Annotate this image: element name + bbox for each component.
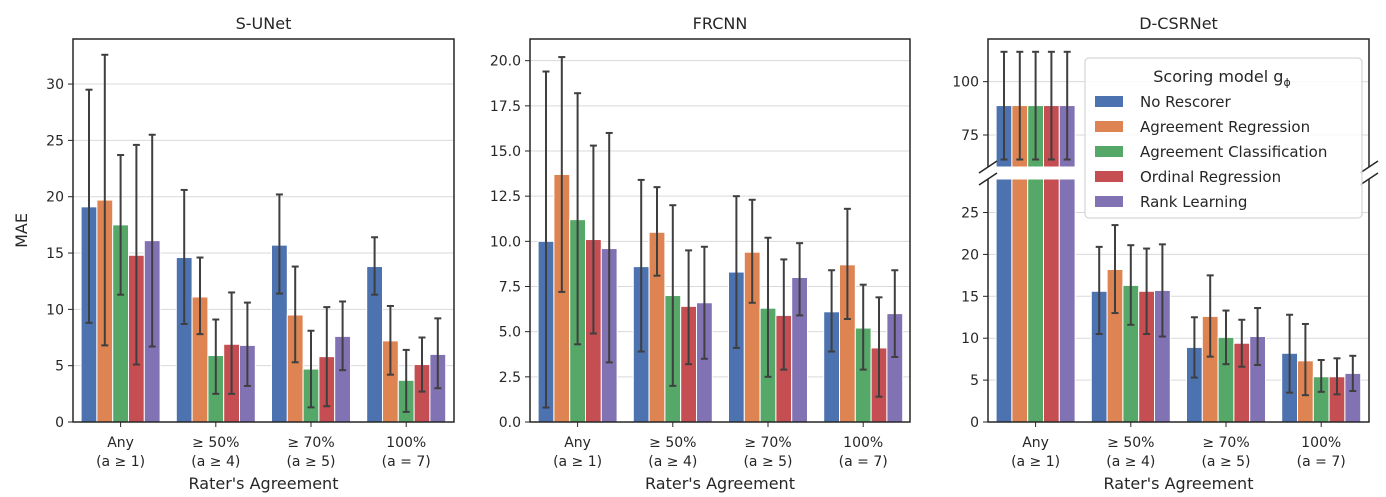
y-tick-label: 20 (46, 190, 64, 206)
x-tick-label: 100% (386, 435, 426, 451)
axes-layer (68, 38, 1379, 427)
y-tick-label: 5 (55, 359, 64, 375)
legend-label: No Rescorer (1140, 93, 1231, 111)
legend-label: Agreement Classification (1140, 143, 1327, 161)
x-tick-label: Any (564, 435, 591, 451)
y-tick-label: 0 (55, 415, 64, 431)
axes-frame (529, 38, 911, 423)
legend-items: No Rescorer Agreement Regression Agreement… (1095, 93, 1327, 211)
x-tick-sublabel: (a ≥ 4) (648, 454, 697, 470)
y-tick-label: 2.5 (499, 370, 521, 386)
y-tick-label: 15 (961, 289, 979, 305)
y-tick-label: 10.0 (490, 234, 521, 250)
y-tick-label: 75 (961, 128, 979, 144)
y-tick-label: 10 (46, 302, 64, 318)
x-tick-label: ≥ 70% (287, 435, 334, 451)
y-tick-label: 0.0 (499, 415, 521, 431)
y-tick-label: 15.0 (490, 144, 521, 160)
x-tick-label: Any (107, 435, 134, 451)
y-axis-label: MAE (12, 213, 31, 248)
bar (1027, 178, 1044, 423)
bar (1058, 178, 1076, 423)
y-tick-label: 25 (46, 133, 64, 149)
x-axis-label: Rater's Agreement (645, 474, 795, 493)
x-tick-label: 100% (843, 435, 883, 451)
x-tick-label: ≥ 70% (1202, 435, 1249, 451)
panel-title: FRCNN (693, 14, 748, 33)
legend-swatch (1095, 171, 1123, 182)
x-tick-sublabel: (a ≥ 5) (286, 454, 335, 470)
x-tick-label: ≥ 50% (192, 435, 239, 451)
x-tick-sublabel: (a ≥ 4) (1106, 454, 1155, 470)
legend-label: Rank Learning (1140, 193, 1247, 211)
y-tick-label: 5.0 (499, 325, 521, 341)
x-tick-label: ≥ 50% (649, 435, 696, 451)
legend-swatch (1095, 196, 1123, 207)
x-tick-sublabel: (a = 7) (1297, 454, 1346, 470)
y-tick-label: 5 (970, 373, 979, 389)
x-axis-label: Rater's Agreement (189, 474, 339, 493)
x-tick-sublabel: (a ≥ 5) (743, 454, 792, 470)
x-tick-label: ≥ 50% (1107, 435, 1154, 451)
y-tick-label: 20.0 (490, 54, 521, 70)
legend-swatch (1095, 146, 1123, 157)
bar (1043, 178, 1060, 423)
x-tick-sublabel: (a ≥ 5) (1201, 454, 1250, 470)
panel-title: S-UNet (236, 14, 292, 33)
x-tick-sublabel: (a = 7) (839, 454, 888, 470)
y-tick-label: 12.5 (490, 189, 521, 205)
legend: Scoring model gϕ No Rescorer Agreement Re… (1084, 57, 1363, 219)
x-tick-sublabel: (a = 7) (382, 454, 431, 470)
legend-title: Scoring model gϕ (1153, 67, 1290, 89)
axis-break-mark (978, 172, 998, 186)
x-tick-sublabel: (a ≥ 1) (1011, 454, 1060, 470)
x-tick-label: ≥ 70% (744, 435, 791, 451)
legend-frame (1084, 57, 1363, 219)
axes-frame-upper (987, 38, 1370, 167)
bar (995, 178, 1013, 423)
bar (1011, 178, 1029, 423)
y-tick-label: 30 (46, 77, 64, 93)
y-tick-label: 17.5 (490, 99, 521, 115)
y-tick-label: 7.5 (499, 280, 521, 296)
axis-break-mark (978, 160, 998, 174)
x-tick-label: 100% (1301, 435, 1341, 451)
legend-swatch (1095, 96, 1123, 107)
panel-title: D-CSRNet (1139, 14, 1218, 33)
y-tick-label: 15 (46, 246, 64, 262)
y-tick-label: 100 (952, 75, 979, 91)
x-axis-label: Rater's Agreement (1104, 474, 1254, 493)
x-tick-label: Any (1022, 435, 1049, 451)
x-tick-sublabel: (a ≥ 4) (191, 454, 240, 470)
legend-label: Agreement Regression (1140, 118, 1310, 136)
axis-break-mark (1359, 160, 1379, 174)
error-bars-layer (85, 50, 1357, 413)
x-tick-sublabel: (a ≥ 1) (96, 454, 145, 470)
axes-frame-lower (987, 179, 1370, 423)
y-tick-label: 25 (961, 206, 979, 222)
axes-frame (72, 38, 455, 423)
legend-label: Ordinal Regression (1140, 168, 1281, 186)
y-tick-label: 0 (970, 415, 979, 431)
text-layer: 0 5 10 15 20 25 30 Any (a ≥ 1) ≥ 50% (a ≥ 4) ≥ 70% (… (12, 14, 1346, 493)
y-tick-label: 10 (961, 331, 979, 347)
axis-break-mark (1359, 172, 1379, 186)
legend-swatch (1095, 121, 1123, 132)
y-tick-label: 20 (961, 247, 979, 263)
x-tick-sublabel: (a ≥ 1) (553, 454, 602, 470)
